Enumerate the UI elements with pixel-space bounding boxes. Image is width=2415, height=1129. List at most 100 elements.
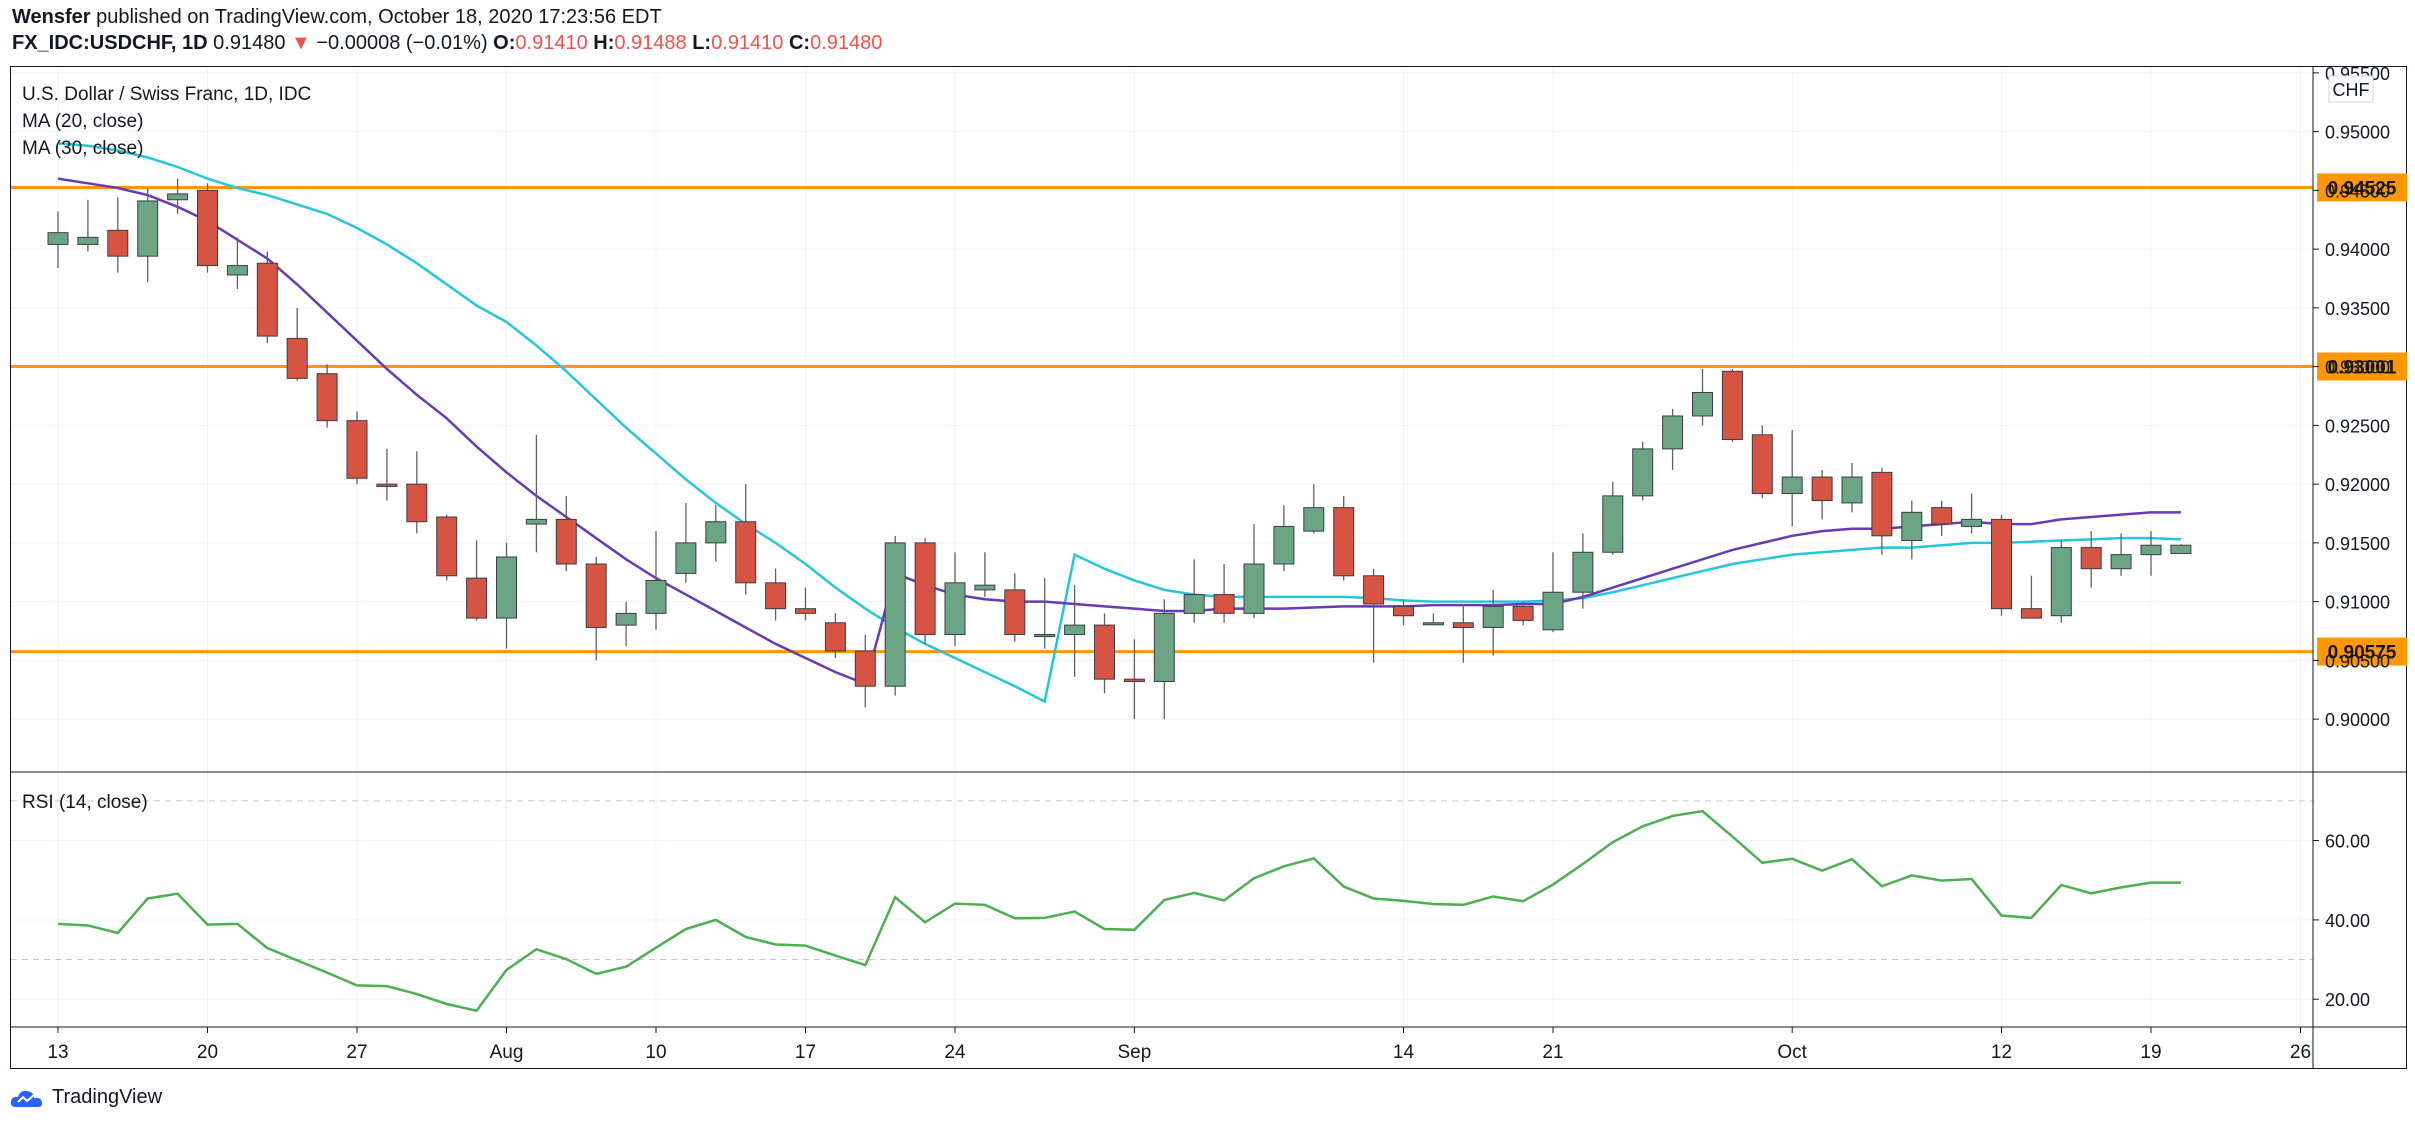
candle-down (1811, 476, 1833, 502)
time-tick-label: 17 (795, 1042, 816, 1063)
candle-down (286, 337, 308, 379)
horizontal-lines: 0.94525 0.93001 0.90575 (11, 173, 2407, 666)
ma30-line (57, 142, 2181, 704)
price-tick-label: 0.94000 (2325, 240, 2390, 260)
candle-up (2170, 544, 2192, 554)
time-tick-label: 13 (47, 1042, 68, 1063)
candle-up (226, 265, 248, 276)
candle-down (1393, 605, 1414, 617)
published-text: published on TradingView.com, October 18… (96, 6, 662, 28)
hline-price-badge (2317, 173, 2407, 202)
candle-up (1183, 594, 1205, 614)
price-tick-label: 0.92500 (2325, 416, 2390, 436)
candle-down (1721, 370, 1743, 440)
candle-up (2140, 544, 2162, 556)
time-tick-label: 26 (2290, 1042, 2311, 1063)
candle-up (1422, 622, 1444, 626)
rsi-tick-label: 40.00 (2325, 911, 2370, 931)
candle-up (1781, 476, 1803, 495)
candle-down (1991, 518, 2012, 610)
candle-down (316, 373, 338, 422)
candle-up (1901, 511, 1923, 542)
rsi-layer (57, 809, 2181, 1013)
hline-price-badge (2317, 637, 2407, 666)
candle-up (1064, 624, 1086, 636)
tradingview-cloud-icon (10, 1090, 43, 1107)
price-tick-label: 0.90000 (2325, 710, 2390, 730)
candle-down (436, 516, 458, 577)
chart-frame (10, 66, 2407, 1069)
time-tick-label: 12 (1991, 1042, 2012, 1063)
candle-down (466, 577, 488, 619)
candle-down (555, 518, 577, 565)
ma20-line (57, 177, 2181, 686)
down-arrow-icon: ▼ (291, 32, 311, 54)
low-value: 0.91410 (711, 32, 784, 54)
price-tick-label: 0.93500 (2325, 299, 2390, 319)
rsi-title: RSI (14, close) (22, 792, 148, 813)
candle-up (47, 232, 69, 245)
rsi-tick-label: 20.00 (2325, 990, 2370, 1010)
time-tick-label: Aug (490, 1042, 524, 1063)
time-tick-label: 14 (1393, 1042, 1415, 1063)
candle-up (2050, 547, 2072, 617)
candle-down (2080, 547, 2102, 570)
rsi-tick-label: 60.00 (2325, 832, 2370, 852)
axes-layer: 0.955000.950000.945000.940000.935000.930… (11, 64, 2407, 1068)
last-price: 0.91480 (213, 32, 286, 54)
candle-down (256, 262, 278, 337)
currency-badge (2328, 75, 2374, 103)
change-value: −0.00008 (−0.01%) (316, 32, 488, 54)
price-tick-label: 0.91000 (2325, 593, 2390, 613)
candle-down (107, 229, 129, 257)
high-label: H: (593, 32, 615, 54)
candle-down (1333, 507, 1355, 577)
tradingview-logo[interactable]: TradingView (10, 1086, 162, 1109)
time-tick-label: 10 (645, 1042, 666, 1063)
candle-up (645, 579, 667, 614)
price-tick-label: 0.90500 (2325, 651, 2390, 671)
time-tick-label: 24 (944, 1042, 966, 1063)
candle-up (615, 612, 637, 626)
grid (11, 67, 2313, 1027)
candle-down (406, 483, 428, 523)
candle-up (2110, 554, 2132, 570)
price-tick-label: 0.94500 (2325, 181, 2390, 201)
price-tick-label: 0.92000 (2325, 475, 2390, 495)
hline-price-badge (2317, 352, 2407, 381)
candle-up (1482, 605, 1504, 628)
legend-ma20: MA (20, close) (22, 111, 143, 132)
candle-down (1871, 471, 1893, 537)
candle-up (1632, 448, 1654, 497)
ma30-layer (57, 142, 2181, 704)
symbol-label: FX_IDC:USDCHF, 1D (12, 32, 208, 54)
time-tick-label: 21 (1542, 1042, 1563, 1063)
candle-up (1542, 591, 1564, 631)
open-value: 0.91410 (515, 32, 588, 54)
candle-up (1602, 495, 1624, 553)
candle-up (77, 236, 99, 245)
ohlc-line: FX_IDC:USDCHF, 1D 0.91480 ▼ −0.00008 (−0… (12, 32, 882, 55)
candle-up (705, 521, 727, 544)
low-label: L: (692, 32, 712, 54)
candle-down (585, 563, 607, 628)
candle-down (1123, 678, 1145, 683)
time-tick-label: 19 (2140, 1042, 2161, 1063)
candle-up (1662, 415, 1684, 450)
price-tick-label: 0.91500 (2325, 534, 2390, 554)
candle-up (1692, 391, 1713, 417)
candle-down (1452, 622, 1474, 628)
candle-up (167, 193, 189, 201)
publisher-name: Wensfer (12, 6, 91, 28)
candle-up (1034, 634, 1056, 638)
hline-price-label: 0.90575 (2328, 643, 2397, 664)
close-value: 0.91480 (810, 32, 883, 54)
close-label: C: (788, 32, 811, 54)
candle-down (854, 650, 876, 687)
time-tick-label: 20 (197, 1042, 218, 1063)
open-label: O: (493, 32, 516, 54)
candle-down (1363, 575, 1385, 605)
high-value: 0.91488 (614, 32, 687, 54)
candle-down (376, 483, 398, 487)
